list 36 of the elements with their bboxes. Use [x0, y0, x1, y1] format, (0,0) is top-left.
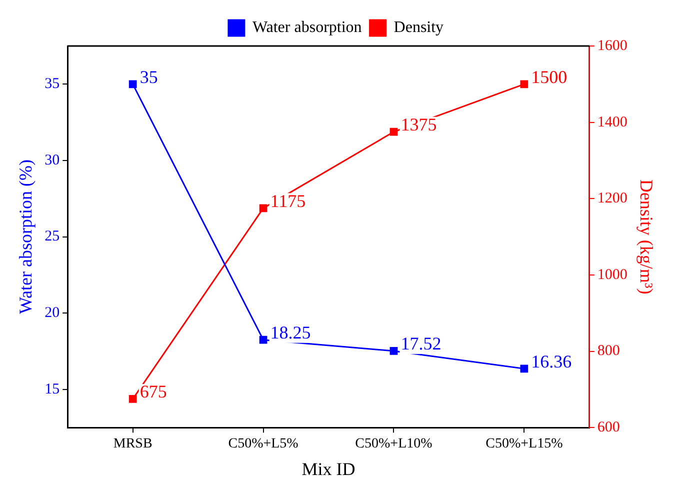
x-tick-label: C50%+L15%	[486, 436, 564, 452]
data-label: 1175	[270, 190, 306, 211]
data-label: 17.52	[400, 334, 442, 354]
point	[128, 395, 137, 403]
y2-tick-label: 1600	[597, 38, 628, 54]
y-tick-label: 15	[44, 381, 60, 398]
y-tick-label: 20	[44, 305, 60, 322]
y2-tick-label: 1000	[597, 266, 628, 283]
y-tick-label: 25	[44, 228, 60, 245]
point	[520, 364, 528, 373]
point	[128, 80, 137, 88]
point	[390, 347, 398, 355]
y-tick-label: 35	[44, 76, 60, 92]
y2-tick-label: 800	[597, 343, 620, 360]
y2-tick-label: 1400	[597, 114, 628, 130]
y-tick-label: 30	[44, 152, 60, 168]
y-axis-title: Water absorption (%)	[16, 160, 36, 314]
data-label: 1375	[400, 114, 437, 135]
point	[390, 128, 398, 136]
data-label: 16.36	[531, 351, 572, 372]
x-tick-label: MRSB	[113, 436, 152, 452]
x-axis-title: Mix ID	[302, 458, 356, 479]
point	[259, 336, 268, 344]
data-label: 35	[140, 66, 158, 87]
y2-axis-title: Density (kg/m³)	[636, 179, 656, 294]
y2-tick-label: 1200	[597, 190, 628, 207]
data-label: 18.25	[270, 322, 311, 343]
x-tick-label: C50%+L10%	[355, 436, 433, 452]
point	[259, 204, 268, 212]
data-label: 675	[140, 382, 167, 402]
y2-tick-label: 600	[597, 420, 620, 436]
legend-label: Density	[394, 19, 444, 36]
x-tick-label: C50%+L5%	[228, 436, 299, 452]
legend-label: Water absorption	[252, 19, 362, 36]
point	[520, 80, 528, 88]
data-label: 1500	[531, 66, 568, 87]
